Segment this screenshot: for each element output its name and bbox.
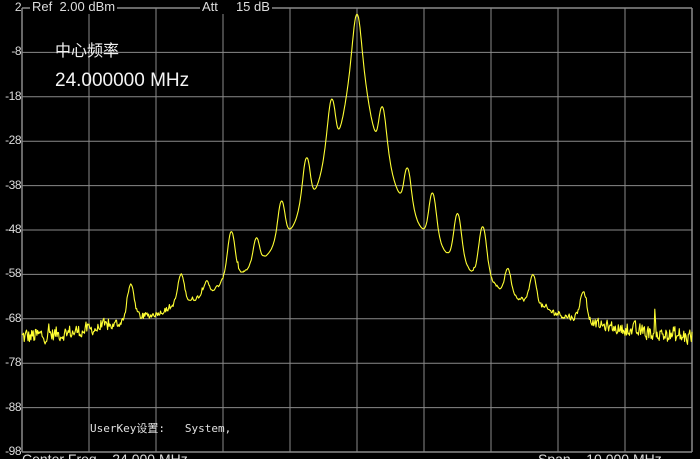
center-freq-readout: Center Freq 24.000 MHz [22, 451, 188, 459]
y-tick-label: -48 [5, 222, 21, 236]
y-tick-label: -38 [5, 177, 21, 192]
y-tick-label: -28 [5, 133, 21, 148]
span-readout: Span 10.000 MHz [538, 451, 662, 459]
ref-level: Ref 2.00 dBm [30, 0, 118, 14]
y-tick-label: -88 [5, 399, 21, 414]
center-freq-label: 中心频率 [55, 43, 120, 60]
center-freq-value: 24.000000 MHz [55, 70, 190, 91]
y-tick-label: -18 [5, 88, 21, 103]
y-tick-label: -8 [11, 44, 21, 59]
y-tick-label: -68 [5, 310, 21, 325]
grid [21, 7, 693, 453]
y-tick-label: 2 [14, 0, 22, 14]
y-tick-label: -78 [5, 355, 21, 370]
spectrum-trace [21, 13, 693, 345]
y-tick-label: -58 [5, 266, 21, 281]
y-tick-label: -98 [5, 444, 21, 458]
attenuation: Att 15 dB [200, 0, 272, 14]
userkey-status: UserKey设置: System, [90, 422, 232, 435]
